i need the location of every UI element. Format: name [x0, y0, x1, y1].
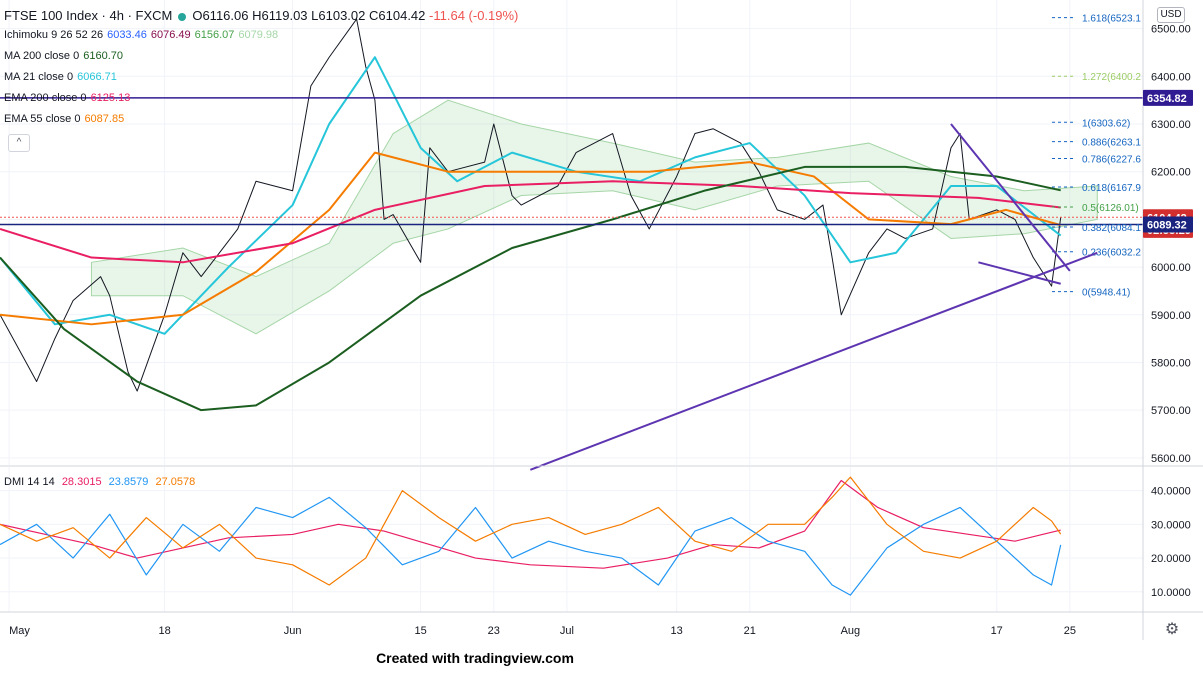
fib-label: 0.236(6032.2 [1082, 248, 1141, 259]
dmi-line-adx [0, 479, 1061, 569]
time-tick-label: Jul [560, 625, 574, 637]
indicator-legend-3[interactable]: EMA 200 close 0 6125.13 [4, 92, 130, 104]
price-tick-label: 6500.00 [1151, 24, 1191, 36]
dmi-tick-label: 10.0000 [1151, 587, 1191, 599]
indicator-label: MA 200 close 0 [4, 50, 80, 62]
series-line-close [0, 18, 1062, 392]
dmi-series [0, 476, 1062, 596]
dmi-title[interactable]: DMI 14 14 [4, 476, 55, 488]
indicator-value: 6160.70 [83, 50, 123, 62]
indicator-legend-0[interactable]: Ichimoku 9 26 52 26 6033.46 6076.49 6156.07… [4, 29, 278, 41]
time-tick-label: 18 [158, 625, 170, 637]
price-tick-label: 6200.00 [1151, 167, 1191, 179]
fib-label: 0(5948.41) [1082, 288, 1130, 299]
symbol-legend: FTSE 100 Index · 4h · FXCM O6116.06 H6119… [4, 8, 518, 23]
time-tick-label: 13 [671, 625, 683, 637]
fib-label: 1.272(6400.2 [1082, 72, 1141, 83]
fib-label: 1(6303.62) [1082, 118, 1130, 129]
indicator-value: 6076.49 [150, 29, 191, 41]
trendlines [529, 123, 1098, 471]
price-tick-label: 6300.00 [1151, 119, 1191, 131]
horizontal-levels [0, 97, 1143, 226]
ohlc-change: -11.64 (-0.19%) [429, 8, 519, 23]
time-tick-label: 21 [744, 625, 756, 637]
fib-label: 0.886(6263.1 [1082, 138, 1141, 149]
footer-credit: Created with tradingview.com [376, 650, 574, 666]
time-tick-label: 15 [414, 625, 426, 637]
series-line-ema55 [0, 151, 1061, 326]
dmi-plus-value: 23.8579 [108, 476, 149, 488]
symbol-title[interactable]: FTSE 100 Index · 4h · FXCM [4, 8, 173, 23]
dmi-minus-value: 27.0578 [155, 476, 196, 488]
price-badge [1143, 216, 1193, 233]
chevron-up-icon[interactable]: ^ [8, 134, 30, 152]
price-badge [1143, 89, 1193, 106]
dmi-line-di_minus [0, 476, 1062, 586]
cloud-area [90, 99, 1098, 335]
indicator-value: 6033.46 [107, 29, 147, 41]
time-tick-label: Aug [841, 625, 861, 637]
indicator-label: MA 21 close 0 [4, 71, 74, 83]
price-tick-label: 6400.00 [1151, 71, 1191, 83]
market-status-icon [178, 12, 187, 21]
trendline [978, 261, 1061, 285]
ohlc-open: O6116.06 [192, 8, 249, 23]
trendline [529, 251, 1098, 471]
trendline [950, 123, 1071, 272]
dmi-legend: DMI 14 14 28.3015 23.8579 27.0578 [4, 476, 195, 488]
time-tick-label: 25 [1064, 625, 1076, 637]
indicator-legend-4[interactable]: EMA 55 close 0 6087.85 [4, 113, 124, 125]
ohlc-high: H6119.03 [252, 8, 308, 23]
fib-label: 0.5(6126.01) [1082, 203, 1139, 214]
fib-label: 0.618(6167.9 [1082, 183, 1141, 194]
series-line-ma21 [0, 56, 1062, 335]
dmi-grid [0, 467, 1143, 612]
dmi-adx-value: 28.3015 [61, 476, 102, 488]
price-tick-label: 5800.00 [1151, 357, 1191, 369]
time-tick-label: Jun [284, 625, 302, 637]
indicator-value: 6079.98 [238, 29, 279, 41]
indicator-value: 6156.07 [194, 29, 235, 41]
time-tick-label: May [9, 625, 30, 637]
indicator-label: Ichimoku 9 26 52 26 [4, 29, 104, 41]
ohlc-close: C6104.42 [369, 8, 426, 23]
indicator-label: EMA 200 close 0 [4, 92, 87, 104]
fibonacci-levels: 1.618(6523.1 1.272(6400.2 1(6303.62) 0.886(… [1052, 14, 1141, 299]
dmi-line-di_plus [0, 496, 1062, 596]
price-tick-label: 6000.00 [1151, 262, 1191, 274]
time-tick-label: 23 [488, 625, 500, 637]
ichimoku-cloud [90, 99, 1098, 335]
gear-icon[interactable]: ⚙ [1165, 621, 1179, 638]
price-series [0, 18, 1062, 412]
indicator-legend-1[interactable]: MA 200 close 0 6160.70 [4, 50, 123, 62]
axes: 6500.006400.006300.006200.006100.006000.… [0, 0, 1203, 640]
dmi-tick-label: 40.0000 [1151, 486, 1191, 498]
indicator-value: 6087.85 [84, 113, 125, 125]
price-tick-label: 5900.00 [1151, 310, 1191, 322]
indicator-value: 6066.71 [77, 71, 117, 83]
price-tick-label: 5700.00 [1151, 405, 1191, 417]
indicator-legend-2[interactable]: MA 21 close 0 6066.71 [4, 71, 117, 83]
series-line-ema200 [0, 180, 1061, 264]
fib-label: 1.618(6523.1 [1082, 14, 1141, 25]
price-grid [0, 0, 1143, 465]
time-tick-label: 17 [991, 625, 1003, 637]
indicator-value: 6125.13 [90, 92, 131, 104]
ohlc-low: L6103.02 [311, 8, 366, 23]
indicator-label: EMA 55 close 0 [4, 113, 81, 125]
series-line-ma200 [0, 165, 1061, 412]
dmi-tick-label: 30.0000 [1151, 519, 1191, 531]
price-badge-text: 6089.32 [1147, 219, 1187, 231]
currency-button[interactable]: USD [1157, 7, 1185, 23]
price-tick-label: 5600.00 [1151, 453, 1191, 465]
price-badge-text: 6354.82 [1147, 93, 1187, 105]
fib-label: 0.786(6227.6 [1082, 155, 1141, 166]
fib-label: 0.382(6084.1 [1082, 223, 1141, 234]
price-axis-labels: 6354.826104.4202:53:296089.32 [1143, 89, 1193, 238]
dmi-tick-label: 20.0000 [1151, 553, 1191, 565]
